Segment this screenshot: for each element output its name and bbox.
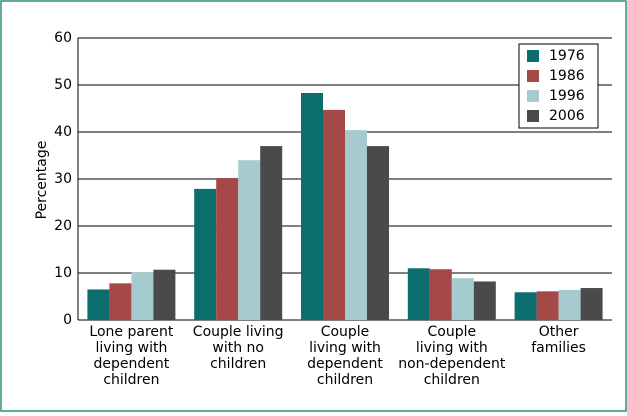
bar (473, 281, 496, 320)
bar (238, 160, 261, 320)
legend-label: 1986 (549, 68, 585, 84)
bar (558, 289, 581, 320)
y-tick-label: 0 (63, 312, 72, 328)
x-tick-label: living with (309, 340, 381, 356)
legend-label: 2006 (549, 108, 585, 124)
bar (580, 288, 603, 320)
x-tick-label: dependent (94, 356, 170, 372)
bar (451, 278, 474, 320)
x-tick-label: families (531, 340, 586, 356)
x-tick-label: dependent (307, 356, 383, 372)
x-tick-label: children (317, 372, 373, 388)
bar (323, 109, 345, 320)
x-tick-label: children (210, 356, 266, 372)
bar (216, 178, 239, 320)
x-tick-label: Couple living (193, 324, 284, 340)
x-tick-label: living with (416, 340, 488, 356)
y-axis-label: Percentage (34, 141, 50, 220)
bar (429, 269, 452, 320)
bar (367, 146, 389, 320)
y-tick-label: 60 (54, 30, 72, 46)
bar (131, 272, 154, 320)
bar (194, 188, 217, 320)
y-tick-label: 20 (54, 218, 72, 234)
legend-label: 1996 (549, 88, 585, 104)
bar (153, 269, 176, 320)
x-tick-label: Other (539, 324, 579, 340)
y-tick-label: 40 (54, 124, 72, 140)
y-tick-label: 50 (54, 77, 72, 93)
x-tick-label: with no (212, 340, 264, 356)
bar (407, 268, 430, 320)
legend-swatch (527, 70, 539, 82)
x-tick-label: children (424, 372, 480, 388)
bar (260, 146, 283, 320)
x-tick-label: living with (95, 340, 167, 356)
x-tick-label: children (103, 372, 159, 388)
bar (345, 130, 367, 320)
legend-swatch (527, 50, 539, 62)
x-tick-label: non-dependent (398, 356, 506, 372)
bar (514, 292, 537, 320)
bar (109, 283, 132, 320)
x-tick-label: Couple (427, 324, 476, 340)
legend-swatch (527, 90, 539, 102)
bar (536, 291, 559, 320)
x-tick-label: Lone parent (89, 324, 173, 340)
x-tick-label: Couple (321, 324, 370, 340)
y-tick-label: 10 (54, 265, 72, 281)
legend-swatch (527, 110, 539, 122)
bar (87, 289, 110, 320)
bar (301, 92, 323, 321)
y-tick-label: 30 (54, 171, 72, 187)
legend-label: 1976 (549, 48, 585, 64)
